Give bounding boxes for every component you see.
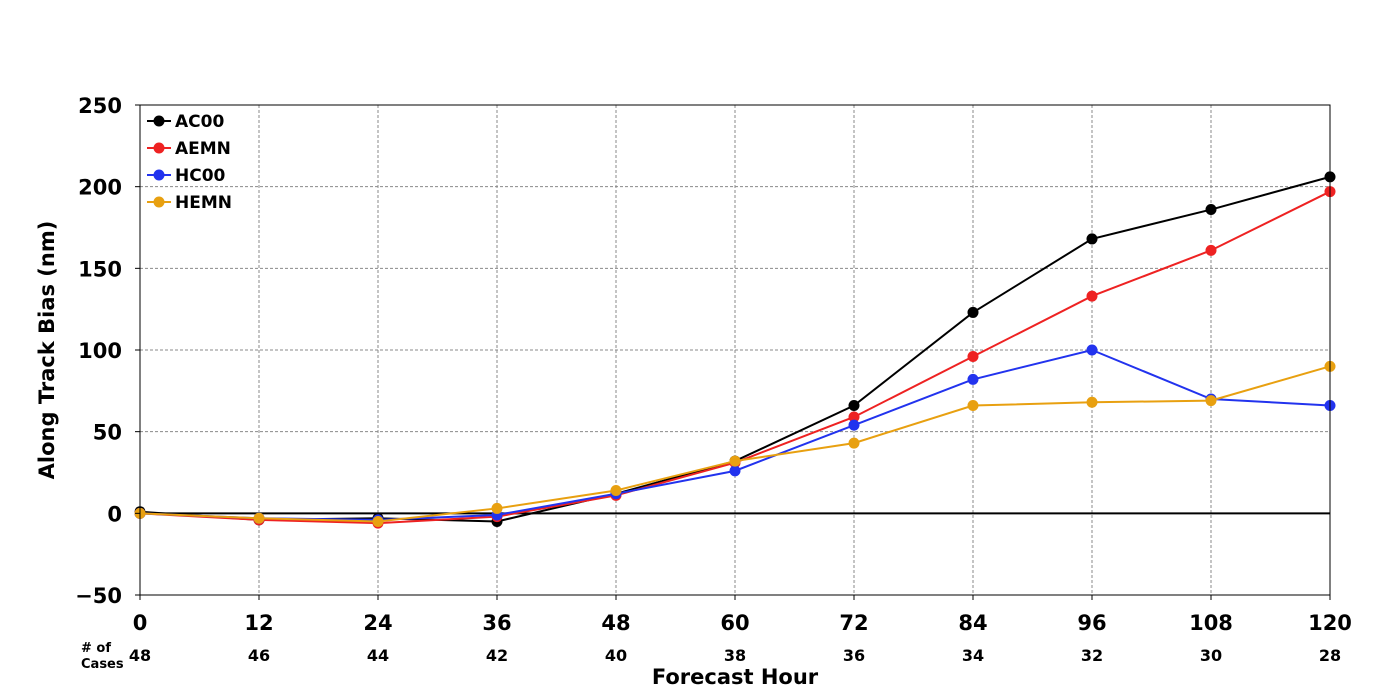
- case-count: 28: [1319, 646, 1341, 665]
- data-point: [967, 400, 979, 412]
- y-tick-label: 250: [78, 94, 122, 118]
- x-tick-label: 0: [133, 611, 148, 635]
- case-count: 38: [724, 646, 746, 665]
- series-layer: [134, 171, 1336, 529]
- case-count: 42: [486, 646, 508, 665]
- case-count: 30: [1200, 646, 1222, 665]
- case-count: 32: [1081, 646, 1103, 665]
- cases-title-line1: # of: [81, 641, 111, 656]
- x-tick-label: 72: [839, 611, 868, 635]
- x-tick-label: 24: [363, 611, 392, 635]
- x-tick-labels: 0 12 24 36 48 60 72 84 96 108 120: [133, 595, 1352, 635]
- data-point: [848, 400, 860, 412]
- data-point: [1205, 204, 1217, 216]
- case-count: 36: [843, 646, 865, 665]
- legend-marker: [153, 142, 165, 154]
- data-point: [1205, 244, 1217, 256]
- x-tick-label: 96: [1077, 611, 1106, 635]
- data-point: [1086, 344, 1098, 356]
- x-tick-label: 108: [1189, 611, 1233, 635]
- data-point: [848, 411, 860, 423]
- x-tick-label: 84: [958, 611, 987, 635]
- legend-label: HC00: [175, 166, 226, 186]
- data-point: [967, 351, 979, 363]
- y-tick-label: 150: [78, 257, 122, 281]
- data-point: [967, 373, 979, 385]
- data-point: [610, 484, 622, 496]
- legend-entry: HC00: [147, 166, 226, 186]
- legend-entry: AC00: [147, 112, 224, 132]
- legend-entry: AEMN: [147, 139, 231, 159]
- data-point: [1086, 290, 1098, 302]
- case-count: 44: [367, 646, 389, 665]
- y-tick-label: 50: [93, 421, 122, 445]
- case-count: 46: [248, 646, 270, 665]
- x-axis-title: Forecast Hour: [652, 665, 819, 689]
- data-point: [1205, 395, 1217, 407]
- y-tick-label: 200: [78, 176, 122, 200]
- legend: AC00 AEMN HC00 HEMN: [147, 112, 232, 213]
- y-tick-label: 0: [107, 502, 122, 526]
- series-line: [139, 365, 1331, 523]
- x-tick-label: 12: [244, 611, 273, 635]
- x-tick-label: 120: [1308, 611, 1352, 635]
- legend-label: AEMN: [175, 139, 231, 159]
- x-tick-label: 48: [601, 611, 630, 635]
- data-point: [967, 306, 979, 318]
- x-tick-label: 36: [482, 611, 511, 635]
- x-tick-label: 60: [720, 611, 749, 635]
- data-point: [729, 455, 741, 467]
- case-count: 40: [605, 646, 627, 665]
- data-point: [491, 502, 503, 514]
- series-hemn: [134, 360, 1336, 527]
- cases-row: # of Cases 48 46 44 42 40 38 36 34 32 30 28: [81, 641, 1341, 672]
- data-point: [729, 465, 741, 477]
- data-point: [848, 437, 860, 449]
- y-tick-labels: −50 0 50 100 150 200 250: [75, 94, 140, 608]
- legend-marker: [153, 196, 165, 208]
- legend-label: HEMN: [175, 193, 232, 213]
- legend-entry: HEMN: [147, 193, 232, 213]
- legend-label: AC00: [175, 112, 224, 132]
- data-point: [848, 419, 860, 431]
- legend-marker: [153, 115, 165, 127]
- case-count: 34: [962, 646, 984, 665]
- y-tick-label: 100: [78, 339, 122, 363]
- data-point: [1086, 233, 1098, 245]
- legend-marker: [153, 169, 165, 181]
- data-point: [1086, 396, 1098, 408]
- y-tick-label: −50: [75, 584, 122, 608]
- data-point: [253, 512, 265, 524]
- data-point: [372, 516, 384, 527]
- case-count: 48: [129, 646, 151, 665]
- cases-title-line2: Cases: [81, 657, 124, 672]
- y-axis-title: Along Track Bias (nm): [35, 221, 59, 480]
